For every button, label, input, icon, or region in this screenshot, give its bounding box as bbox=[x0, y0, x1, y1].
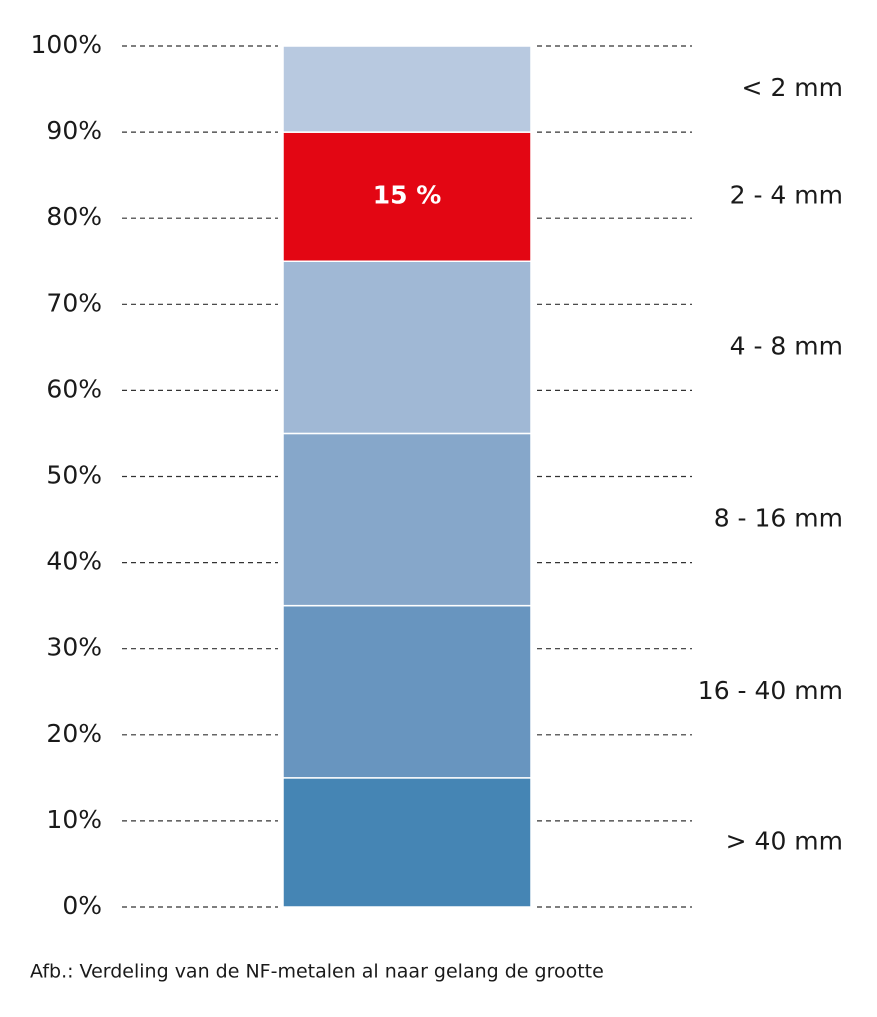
y-tick-label: 90% bbox=[46, 116, 102, 145]
y-tick-label: 30% bbox=[46, 633, 102, 662]
y-tick-label: 20% bbox=[46, 719, 102, 748]
legend-label: > 40 mm bbox=[726, 826, 843, 855]
y-tick-label: 60% bbox=[46, 374, 102, 403]
y-tick-label: 10% bbox=[46, 805, 102, 834]
bar-segment bbox=[282, 604, 532, 779]
legend-label: 4 - 8 mm bbox=[730, 331, 843, 360]
bar-segment bbox=[282, 45, 532, 133]
legend-label: < 2 mm bbox=[742, 73, 843, 102]
y-tick-label: 50% bbox=[46, 461, 102, 490]
legend-label: 16 - 40 mm bbox=[698, 676, 843, 705]
caption: Afb.: Verdeling van de NF-metalen al naa… bbox=[30, 961, 604, 983]
y-tick-label: 100% bbox=[31, 30, 102, 59]
legend-label: 8 - 16 mm bbox=[714, 504, 843, 533]
value-label: 15 % bbox=[373, 181, 442, 210]
y-tick-label: 70% bbox=[46, 288, 102, 317]
bar-segment bbox=[282, 777, 532, 908]
y-tick-label: 40% bbox=[46, 547, 102, 576]
y-tick-label: 0% bbox=[62, 891, 102, 920]
y-tick-label: 80% bbox=[46, 202, 102, 231]
legend-label: 2 - 4 mm bbox=[730, 181, 843, 210]
bar-segment bbox=[282, 432, 532, 607]
bar-segment bbox=[282, 260, 532, 435]
